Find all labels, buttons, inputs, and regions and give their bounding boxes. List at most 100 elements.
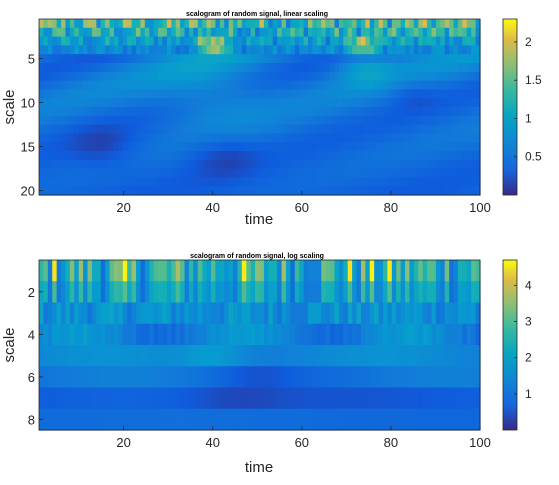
heatmap-cell — [308, 115, 314, 126]
heatmap-cell — [241, 366, 247, 389]
heatmap-cell — [109, 133, 115, 143]
heatmap-cell — [56, 124, 62, 134]
heatmap-cell — [299, 80, 305, 90]
heatmap-cell — [158, 302, 164, 325]
heatmap-cell — [65, 387, 71, 410]
heatmap-cell — [347, 63, 353, 73]
heatmap-cell — [285, 36, 291, 46]
heatmap-cell — [475, 186, 481, 196]
heatmap-cell — [241, 168, 247, 178]
heatmap-cell — [184, 260, 190, 282]
heatmap-cell — [69, 186, 75, 196]
heatmap-cell — [96, 142, 102, 152]
heatmap-cell — [144, 159, 150, 170]
heatmap-cell — [422, 124, 428, 134]
heatmap-cell — [272, 133, 278, 143]
heatmap-cell — [378, 281, 384, 304]
heatmap-cell — [290, 323, 296, 346]
heatmap-cell — [210, 151, 216, 161]
heatmap-cell — [188, 168, 194, 178]
heatmap-cell — [224, 387, 230, 410]
heatmap-cell — [290, 63, 296, 73]
heatmap-cell — [56, 45, 62, 55]
heatmap-cell — [105, 107, 111, 117]
heatmap-cell — [193, 408, 199, 431]
heatmap-cell — [387, 281, 393, 304]
heatmap-cell — [457, 98, 463, 108]
heatmap-cell — [347, 177, 353, 187]
heatmap-cell — [158, 408, 164, 431]
heatmap-cell — [144, 98, 150, 108]
heatmap-cell — [39, 133, 45, 143]
heatmap-cell — [343, 302, 349, 325]
heatmap-cell — [43, 19, 49, 29]
heatmap-cell — [118, 36, 124, 46]
heatmap-cell — [453, 98, 459, 108]
heatmap-cell — [387, 45, 393, 55]
heatmap-cell — [382, 302, 388, 325]
heatmap-cell — [215, 115, 221, 126]
heatmap-cell — [180, 168, 186, 178]
heatmap-cell — [193, 36, 199, 46]
heatmap-cell — [47, 186, 53, 196]
heatmap-cell — [83, 323, 89, 346]
heatmap-cell — [215, 19, 221, 29]
heatmap-cell — [184, 302, 190, 325]
heatmap-cell — [171, 107, 177, 117]
heatmap-cell — [347, 71, 353, 82]
heatmap-cell — [241, 107, 247, 117]
heatmap-cell — [312, 19, 318, 29]
heatmap-cell — [184, 168, 190, 178]
heatmap-cell — [453, 260, 459, 282]
heatmap-cell — [197, 115, 203, 126]
heatmap-cell — [122, 177, 128, 187]
heatmap-cell — [246, 71, 252, 82]
heatmap-cell — [347, 115, 353, 126]
heatmap-cell — [330, 177, 336, 187]
heatmap-cell — [365, 387, 371, 410]
heatmap-cell — [47, 19, 53, 29]
heatmap-cell — [387, 19, 393, 29]
heatmap-cell — [202, 98, 208, 108]
heatmap-cell — [365, 115, 371, 126]
heatmap-cell — [382, 27, 388, 38]
heatmap-cell — [409, 281, 415, 304]
colorbar-tick-label: 1 — [525, 387, 532, 401]
heatmap-cell — [52, 124, 58, 134]
heatmap-cell — [153, 142, 159, 152]
heatmap-cell — [122, 19, 128, 29]
heatmap-cell — [96, 98, 102, 108]
heatmap-cell — [162, 27, 168, 38]
heatmap-cell — [65, 366, 71, 389]
heatmap-cell — [259, 151, 265, 161]
heatmap-cell — [325, 387, 331, 410]
heatmap-cell — [180, 27, 186, 38]
heatmap-cell — [246, 260, 252, 282]
heatmap-cell — [294, 177, 300, 187]
heatmap-cell — [197, 345, 203, 367]
heatmap-cell — [440, 281, 446, 304]
heatmap-cell — [360, 302, 366, 325]
heatmap-cell — [330, 80, 336, 90]
heatmap-cell — [369, 107, 375, 117]
heatmap-cell — [158, 186, 164, 196]
heatmap-cell — [321, 366, 327, 389]
heatmap-cell — [352, 302, 358, 325]
heatmap-cell — [263, 323, 269, 346]
heatmap-cell — [118, 80, 124, 90]
heatmap-cell — [303, 281, 309, 304]
heatmap-cell — [215, 177, 221, 187]
heatmap-cell — [405, 260, 411, 282]
heatmap-cell — [369, 345, 375, 367]
heatmap-cell — [91, 366, 97, 389]
heatmap-cell — [69, 323, 75, 346]
heatmap-cell — [184, 133, 190, 143]
heatmap-cell — [281, 302, 287, 325]
heatmap-cell — [197, 159, 203, 170]
heatmap-cell — [87, 168, 93, 178]
heatmap-cell — [43, 151, 49, 161]
heatmap-cell — [246, 45, 252, 55]
heatmap-cell — [74, 54, 80, 64]
heatmap-cell — [374, 345, 380, 367]
heatmap-cell — [338, 323, 344, 346]
